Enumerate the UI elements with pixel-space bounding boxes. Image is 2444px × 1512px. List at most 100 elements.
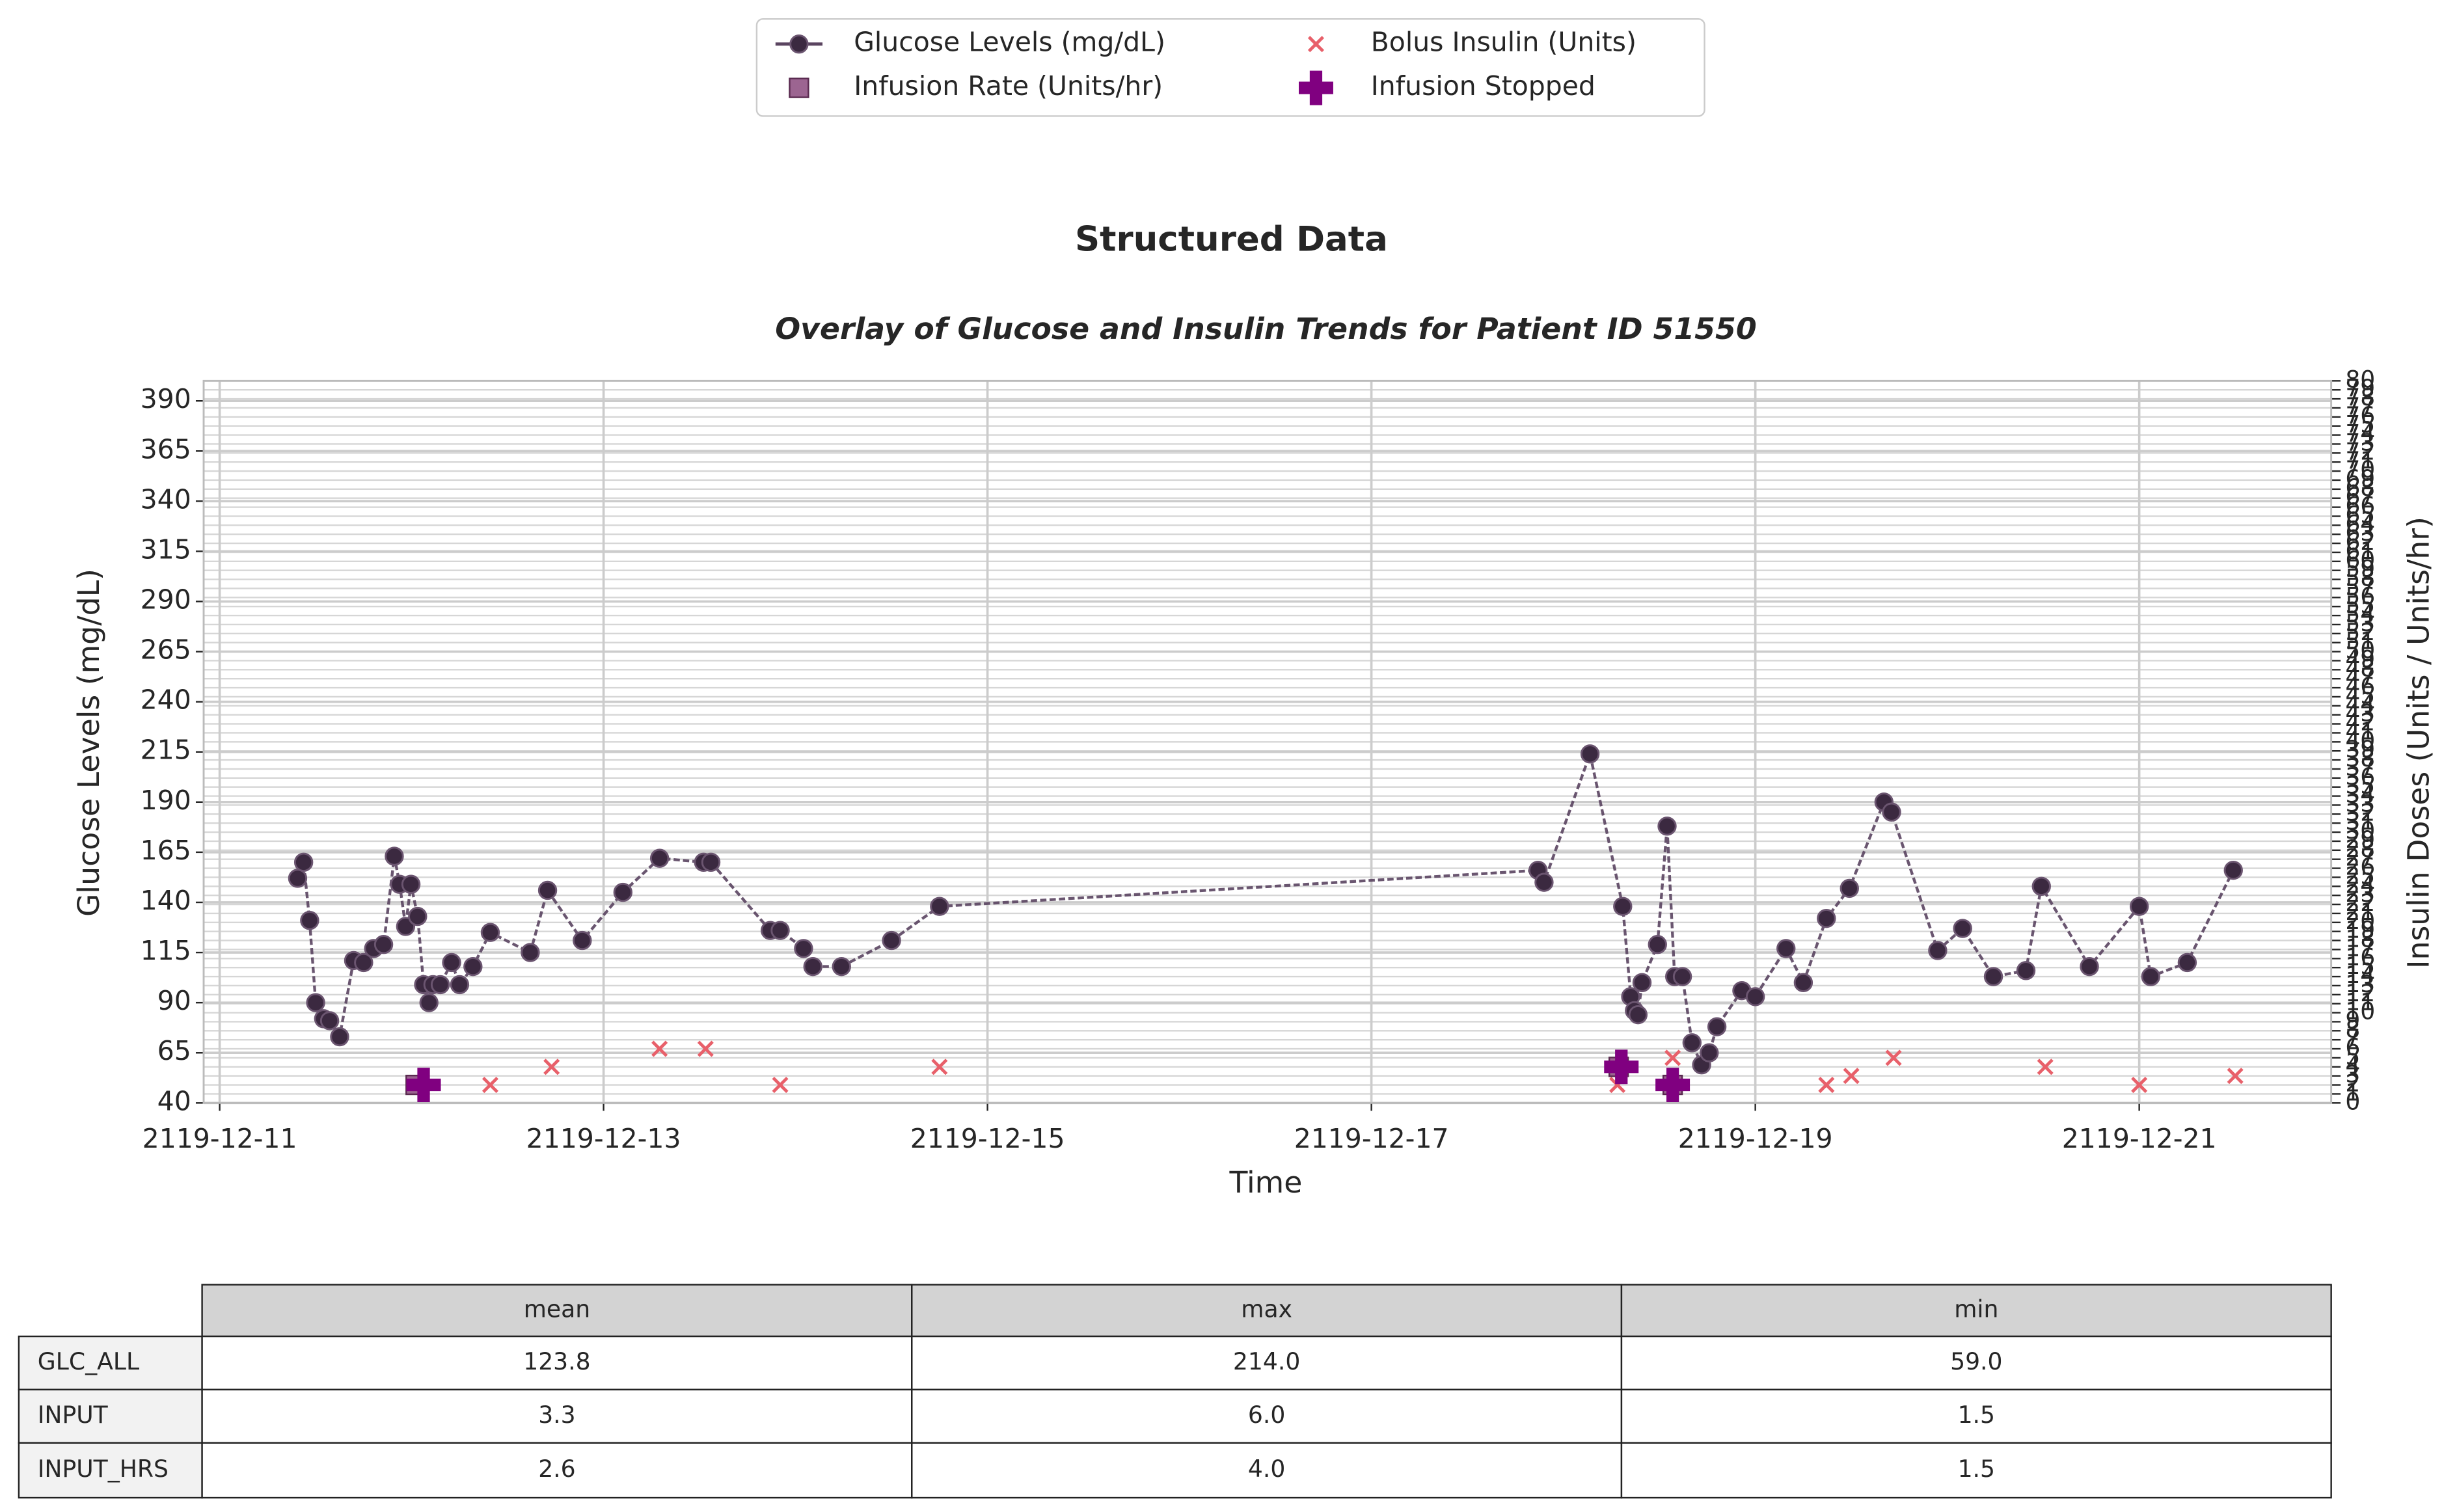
y2-tick-label: 61 — [2345, 537, 2375, 565]
glucose-marker — [408, 906, 428, 926]
y2-tick-label: 38 — [2345, 744, 2375, 772]
glucose-marker — [1580, 744, 1600, 764]
y2-tick-label: 70 — [2345, 455, 2375, 483]
y2-tick-label: 3 — [2345, 1060, 2360, 1088]
bolus-marker — [651, 1040, 668, 1057]
y2-tick-label: 45 — [2345, 681, 2375, 709]
glucose-marker — [930, 897, 949, 916]
y2-tick-label: 71 — [2345, 446, 2375, 474]
y2-tick-label: 27 — [2345, 844, 2375, 872]
chart-title: Structured Data — [1075, 220, 1388, 260]
glucose-marker — [701, 852, 721, 872]
infusion-stopped-marker — [1604, 1049, 1639, 1085]
infusion-stopped-marker — [1298, 70, 1333, 105]
y2-tick-label: 73 — [2345, 428, 2375, 456]
glucose-marker — [1632, 973, 1652, 992]
glucose-marker — [1817, 908, 1836, 928]
y2-tick-label: 74 — [2345, 420, 2375, 448]
table-header-cell — [1620, 1284, 2332, 1338]
legend-label: Infusion Rate (Units/hr) — [854, 70, 1163, 101]
glucose-marker — [1983, 967, 2003, 986]
y2-tick-label: 58 — [2345, 564, 2375, 592]
table-cell — [911, 1442, 1623, 1499]
y2-tick-label: 14 — [2345, 961, 2375, 989]
legend-label: Glucose Levels (mg/dL) — [854, 27, 1165, 58]
glucose-marker — [2177, 952, 2197, 973]
y2-tick-label: 42 — [2345, 709, 2375, 736]
bolus-marker-stroke — [543, 1059, 560, 1075]
y2-tick-label: 34 — [2345, 781, 2375, 809]
glucose-marker — [430, 975, 450, 995]
y-tick-label: 115 — [141, 935, 191, 966]
glucose-marker — [1882, 802, 1901, 822]
y2-tick-label: 29 — [2345, 826, 2375, 854]
y-tick-label: 240 — [141, 684, 191, 716]
y2-tick-label: 80 — [2345, 365, 2375, 393]
x-tick-label: 2119-12-17 — [1294, 1123, 1449, 1154]
glucose-marker — [385, 846, 404, 866]
table-value: 59.0 — [1950, 1347, 2002, 1375]
y2-tick-label: 39 — [2345, 735, 2375, 763]
glucose-marker — [1657, 817, 1677, 836]
y2-tick-label: 75 — [2345, 411, 2375, 439]
y-tick-label: 340 — [141, 483, 191, 515]
glucose-marker — [2141, 967, 2160, 986]
y-tick-label: 40 — [157, 1085, 191, 1116]
glucose-marker — [1682, 1033, 1702, 1053]
y2-tick-label: 66 — [2345, 492, 2375, 520]
y2-tick-label: 4 — [2345, 1051, 2360, 1079]
table-value: 123.8 — [523, 1347, 590, 1375]
bolus-marker — [482, 1077, 498, 1094]
table-row-header-cell — [18, 1442, 203, 1499]
y-tick-label: 190 — [141, 785, 191, 816]
y2-tick-label: 13 — [2345, 970, 2375, 998]
y2-tick-label: 48 — [2345, 654, 2375, 682]
table-value: 4.0 — [1248, 1455, 1285, 1483]
table-header: mean — [524, 1295, 590, 1323]
bolus-marker — [931, 1059, 948, 1075]
y2-tick-label: 57 — [2345, 573, 2375, 601]
glucose-marker — [401, 874, 421, 894]
bolus-marker-stroke — [651, 1040, 668, 1057]
infusion-rate-marker — [789, 77, 809, 98]
y2-tick-label: 68 — [2345, 474, 2375, 502]
y2-tick-label: 52 — [2345, 618, 2375, 646]
y2-tick-label: 21 — [2345, 898, 2375, 926]
legend-label: Bolus Insulin (Units) — [1371, 27, 1636, 58]
bolus-marker-stroke — [772, 1077, 789, 1094]
stats-table: mean max min GLC_ALL 123.8 214.0 59.0 INPUT 3.3 6… — [18, 1284, 2332, 1499]
legend-box — [755, 18, 1705, 117]
x-tick-label: 2119-12-11 — [143, 1123, 297, 1154]
bolus-marker-stroke — [2227, 1068, 2244, 1085]
glucose-marker — [803, 956, 822, 977]
glucose-marker — [2223, 860, 2243, 880]
y-tick-label: 65 — [157, 1035, 191, 1066]
y2-tick-label: 1 — [2345, 1078, 2360, 1106]
bolus-marker — [1664, 1049, 1681, 1066]
table-row-label: INPUT_HRS — [38, 1455, 169, 1483]
bolus-marker — [697, 1040, 714, 1057]
y2-tick-label: 9 — [2345, 1006, 2360, 1034]
glucose-marker — [1628, 1005, 1648, 1025]
y2-tick-label: 0 — [2345, 1087, 2360, 1115]
glucose-marker — [300, 911, 319, 930]
y2-tick-label: 8 — [2345, 1015, 2360, 1043]
y-axis-label: Glucose Levels (mg/dL) — [72, 569, 106, 917]
table-cell — [1620, 1335, 2332, 1391]
glucose-marker — [770, 921, 790, 940]
x-tick-label: 2119-12-15 — [910, 1123, 1065, 1154]
glucose-marker — [293, 852, 314, 872]
y-tick-label: 140 — [141, 885, 191, 916]
y2-tick-label: 10 — [2345, 997, 2375, 1025]
glucose-marker — [1928, 941, 1948, 960]
y2-tick-label: 7 — [2345, 1024, 2360, 1052]
plot-frame — [202, 379, 2333, 1104]
table-row-label: INPUT — [38, 1401, 109, 1429]
y2-tick-label: 51 — [2345, 627, 2375, 655]
y2-tick-label: 36 — [2345, 763, 2375, 790]
x-tick-label: 2119-12-13 — [526, 1123, 681, 1154]
y2-tick-label: 18 — [2345, 925, 2375, 953]
y2-tick-label: 5 — [2345, 1042, 2360, 1070]
bolus-marker-stroke — [931, 1059, 948, 1075]
